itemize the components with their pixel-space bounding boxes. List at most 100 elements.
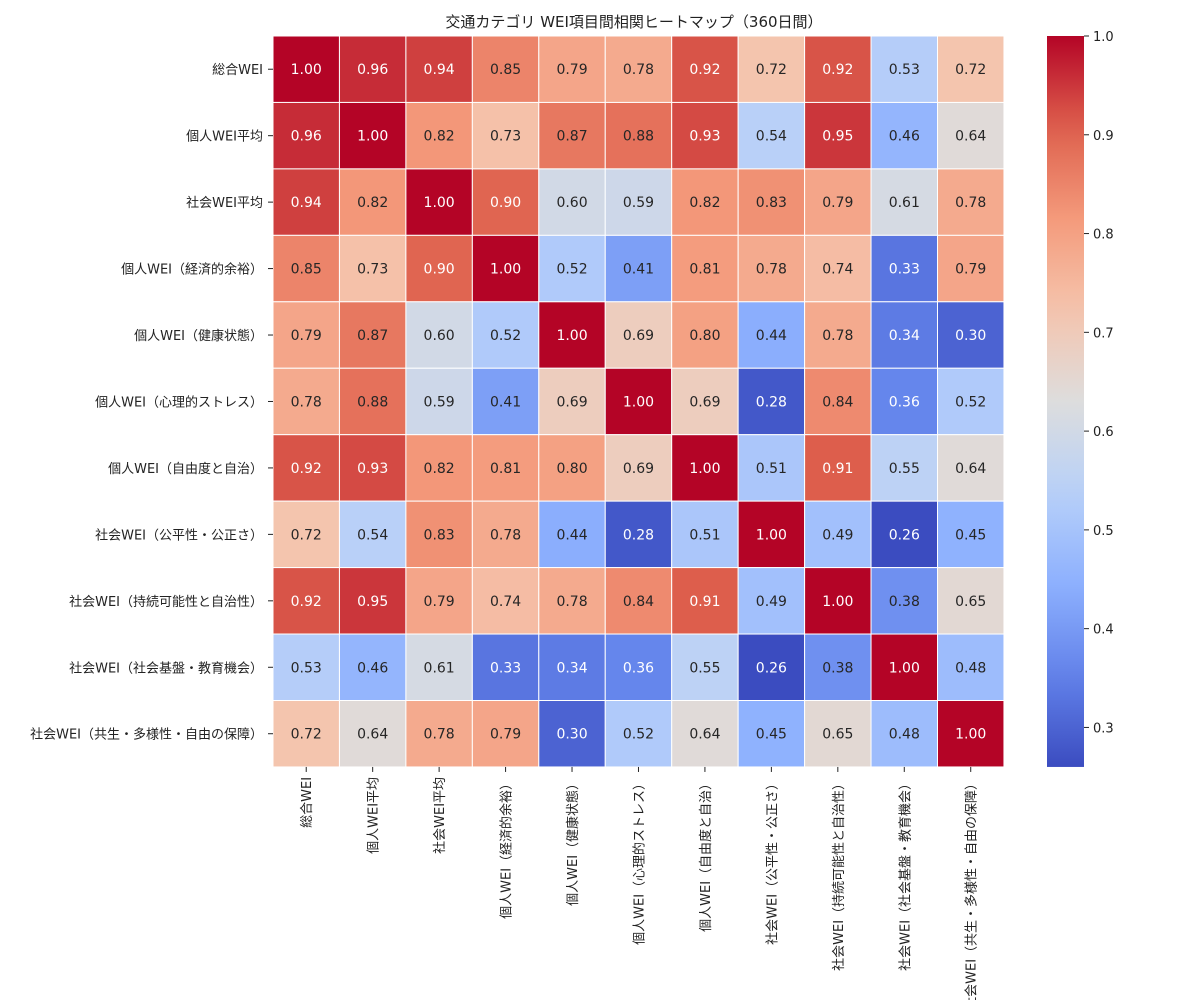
heatmap-cell (870, 35, 938, 103)
cell-value-label: 1.00 (955, 727, 986, 743)
cell-value-label: 1.00 (424, 195, 455, 211)
heatmap-cell (604, 500, 673, 569)
colorbar-gradient (1047, 36, 1084, 767)
heatmap-cell (604, 633, 673, 701)
heatmap-cell (870, 434, 938, 502)
heatmap-cell (604, 168, 673, 236)
heatmap-cell (272, 168, 340, 236)
y-tick-label: 個人WEI（心理的ストレス） (95, 394, 263, 410)
heatmap-cell (405, 234, 473, 303)
heatmap-cell (671, 168, 739, 236)
x-tick-label: 個人WEI平均 (367, 777, 382, 854)
cell-value-label: 0.78 (822, 328, 853, 344)
x-tick-label: 個人WEI（経済的余裕） (499, 777, 515, 919)
cell-value-label: 0.69 (623, 328, 654, 344)
colorbar-tick-label: 0.6 (1093, 425, 1114, 440)
heatmap-cell (671, 234, 739, 303)
cell-value-label: 0.78 (291, 394, 322, 410)
heatmap-cell (272, 500, 340, 569)
cell-value-label: 1.00 (291, 62, 322, 78)
cell-value-label: 0.30 (556, 727, 587, 743)
cell-value-label: 0.74 (490, 594, 521, 610)
cell-value-label: 0.94 (291, 195, 322, 211)
heatmap-cell (937, 434, 1005, 502)
heatmap-cell (737, 700, 806, 768)
heatmap-cell (538, 700, 606, 768)
heatmap-cell (471, 234, 540, 303)
cell-value-label: 0.64 (955, 129, 986, 145)
heatmap-cell (804, 367, 872, 436)
heatmap-cell (870, 301, 938, 369)
colorbar-tick-label: 0.7 (1093, 326, 1114, 341)
cell-value-label: 0.82 (424, 461, 455, 477)
heatmap-cell (870, 234, 938, 303)
cell-value-label: 0.59 (623, 195, 654, 211)
cell-value-label: 0.45 (756, 727, 787, 743)
cell-value-label: 0.92 (291, 594, 322, 610)
cell-value-label: 0.52 (623, 727, 654, 743)
colorbar-tick-label: 0.4 (1093, 623, 1114, 638)
heatmap-cell (405, 567, 473, 635)
cell-value-label: 0.52 (556, 262, 587, 278)
x-tick-label: 社会WEI平均 (432, 777, 448, 854)
y-tick-label: 個人WEI（経済的余裕） (121, 262, 263, 278)
cell-value-label: 0.64 (689, 727, 720, 743)
x-tick-label: 社会WEI（共生・多様性・自由の保障） (964, 777, 980, 1000)
x-tick-label: 総合WEI (300, 777, 315, 828)
cell-value-label: 0.81 (490, 461, 521, 477)
cell-value-label: 0.30 (955, 328, 986, 344)
cell-value-label: 0.73 (357, 262, 388, 278)
cell-value-label: 0.79 (424, 594, 455, 610)
cell-value-label: 0.51 (756, 461, 787, 477)
heatmap-cell (937, 633, 1005, 701)
cell-value-label: 0.93 (357, 461, 388, 477)
heatmap-cell (804, 101, 872, 170)
cell-value-label: 0.82 (689, 195, 720, 211)
heatmap-cell (804, 633, 872, 701)
heatmap-cell (405, 35, 473, 103)
cell-value-label: 0.72 (291, 527, 322, 543)
cell-value-label: 1.00 (556, 328, 587, 344)
cell-value-label: 0.81 (689, 262, 720, 278)
heatmap-cell (937, 700, 1005, 768)
heatmap-cell (405, 101, 473, 170)
heatmap-cell (604, 234, 673, 303)
cell-value-label: 0.96 (357, 62, 388, 78)
y-tick-label: 社会WEI（持続可能性と自治性） (69, 594, 263, 610)
cell-value-label: 1.00 (357, 129, 388, 145)
heatmap-cell (737, 500, 806, 569)
heatmap-cell (937, 367, 1005, 436)
heatmap-cell (671, 434, 739, 502)
heatmap-cell (272, 633, 340, 701)
heatmap-cell (604, 567, 673, 635)
cell-value-label: 0.51 (689, 527, 720, 543)
cell-value-label: 0.60 (424, 328, 455, 344)
heatmap-cell (870, 101, 938, 170)
y-tick-label: 個人WEI平均 (186, 130, 263, 145)
heatmap-cell (604, 301, 673, 369)
heatmap-cell (737, 434, 806, 502)
heatmap-cell (405, 700, 473, 768)
cell-value-label: 0.78 (490, 527, 521, 543)
cell-value-label: 0.78 (556, 594, 587, 610)
heatmap-cell (272, 101, 340, 170)
cell-value-label: 0.78 (756, 262, 787, 278)
cell-value-label: 0.45 (955, 527, 986, 543)
heatmap-cell (405, 301, 473, 369)
cell-value-label: 0.95 (357, 594, 388, 610)
y-tick-label: 社会WEI（社会基盤・教育機会） (69, 660, 263, 676)
x-tick-label: 個人WEI（心理的ストレス） (631, 777, 647, 945)
y-tick-label: 社会WEI（共生・多様性・自由の保障） (30, 727, 263, 743)
y-tick-label: 個人WEI（健康状態） (134, 328, 263, 344)
cell-value-label: 0.52 (955, 394, 986, 410)
cell-value-label: 0.93 (689, 129, 720, 145)
cell-value-label: 0.44 (756, 328, 787, 344)
cell-value-label: 0.48 (889, 727, 920, 743)
heatmap-cell (937, 101, 1005, 170)
x-tick-label: 個人WEI（健康状態） (565, 777, 581, 906)
heatmap-cells: 1.00 0.96 0.94 0.85 0.79 0.78 0.92 0.72 0.92 0.53… (272, 35, 1005, 768)
cell-value-label: 0.78 (623, 62, 654, 78)
heatmap-cell (538, 101, 606, 170)
cell-value-label: 0.46 (357, 660, 388, 676)
cell-value-label: 0.69 (689, 394, 720, 410)
